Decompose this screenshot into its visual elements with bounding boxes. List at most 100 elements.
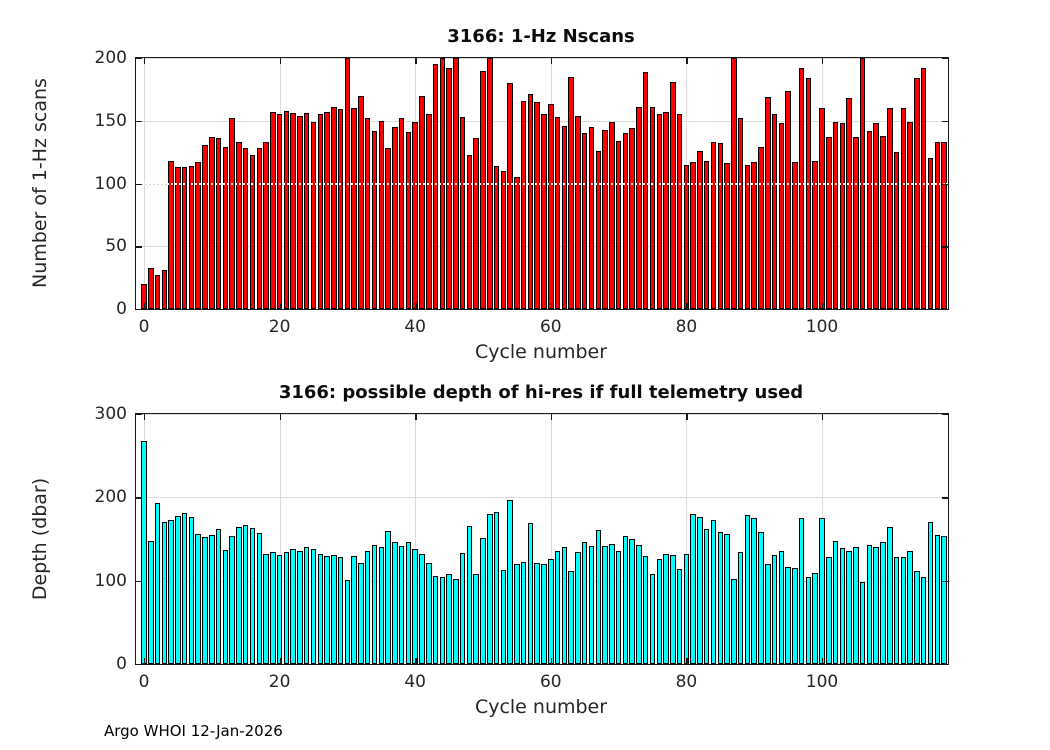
bar — [792, 568, 798, 664]
x-tick-mark — [550, 414, 553, 420]
x-tick-mark — [686, 658, 688, 664]
y-tick-label: 0 — [116, 654, 127, 674]
bar — [229, 118, 235, 309]
bar — [636, 106, 642, 309]
y-tick-mark — [136, 120, 142, 123]
bar — [853, 137, 859, 309]
bar — [195, 162, 201, 309]
x-tick-label: 60 — [539, 317, 562, 337]
bar — [202, 537, 208, 664]
bar — [405, 132, 412, 309]
bar — [148, 540, 154, 664]
bar — [480, 538, 486, 664]
y-tick-label: 100 — [94, 570, 127, 591]
bar — [222, 147, 229, 309]
bar — [154, 275, 161, 309]
bar — [554, 550, 561, 664]
footer-note: Argo WHOI 12-Jan-2026 — [104, 722, 283, 740]
bar — [914, 78, 920, 309]
bar — [358, 563, 364, 664]
bar — [717, 143, 724, 309]
x-tick-mark — [686, 414, 688, 420]
bar — [575, 551, 581, 664]
bar — [337, 109, 344, 309]
bar — [629, 539, 635, 664]
bar — [263, 142, 269, 309]
bar — [426, 563, 432, 664]
bar — [520, 100, 527, 309]
y-tick-mark — [136, 58, 142, 60]
bar — [927, 158, 934, 309]
x-tick-mark — [279, 58, 281, 64]
y-tick-label: 0 — [116, 299, 127, 319]
bar — [731, 579, 737, 664]
bar — [236, 527, 242, 664]
bar — [656, 114, 663, 309]
bar — [310, 122, 317, 309]
bar — [832, 540, 839, 664]
bar — [378, 120, 385, 309]
bar — [839, 123, 846, 309]
bar — [602, 129, 608, 309]
bar — [209, 137, 215, 309]
bar — [670, 554, 676, 664]
bar — [710, 519, 717, 664]
bar — [303, 113, 310, 309]
y-tick-mark — [136, 664, 142, 666]
bar — [663, 111, 669, 309]
bar — [846, 98, 852, 309]
bar — [392, 542, 398, 664]
bar — [812, 160, 818, 309]
bar — [927, 522, 934, 664]
bar — [548, 104, 554, 309]
bar — [907, 550, 913, 664]
bar — [337, 557, 344, 664]
bar — [168, 160, 174, 309]
bar — [615, 550, 622, 664]
bar — [785, 567, 791, 664]
bar — [364, 550, 371, 664]
x-tick-label: 0 — [138, 317, 150, 337]
bar — [297, 115, 303, 309]
y-tick-label: 100 — [94, 173, 127, 194]
bar — [541, 564, 547, 664]
bar — [256, 148, 262, 309]
bar — [873, 547, 879, 664]
bar — [798, 68, 805, 309]
bar — [500, 170, 507, 309]
nscans-chart-title: 3166: 1-Hz Nscans — [447, 26, 635, 47]
bar — [249, 528, 256, 664]
x-tick-mark — [415, 414, 417, 420]
bar — [514, 177, 520, 309]
bar — [161, 522, 168, 664]
bar — [710, 142, 717, 309]
bar — [493, 511, 500, 664]
bar — [744, 164, 751, 309]
y-tick-mark — [942, 497, 948, 499]
bar — [636, 544, 642, 664]
x-tick-mark — [686, 58, 688, 64]
x-tick-mark — [550, 58, 553, 64]
bar — [588, 127, 595, 309]
bar — [805, 78, 812, 309]
x-tick-mark — [279, 658, 281, 664]
bar — [805, 577, 812, 664]
bar — [364, 118, 371, 309]
y-gridline — [136, 497, 948, 499]
bar — [154, 503, 161, 664]
y-tick-label: 200 — [94, 487, 127, 508]
bar — [751, 162, 757, 309]
reference-line-100 — [136, 182, 948, 185]
bar — [175, 515, 181, 664]
bar — [520, 561, 527, 664]
bar — [900, 556, 907, 664]
bar — [826, 557, 832, 664]
bar — [771, 114, 778, 309]
y-tick-mark — [136, 580, 142, 583]
depth-plot-area: 0 20 40 60 80 100 0 100 200 300 — [95, 404, 949, 692]
x-tick-mark — [144, 658, 146, 664]
bar — [941, 535, 947, 664]
bar — [303, 547, 310, 664]
bar — [324, 555, 330, 664]
